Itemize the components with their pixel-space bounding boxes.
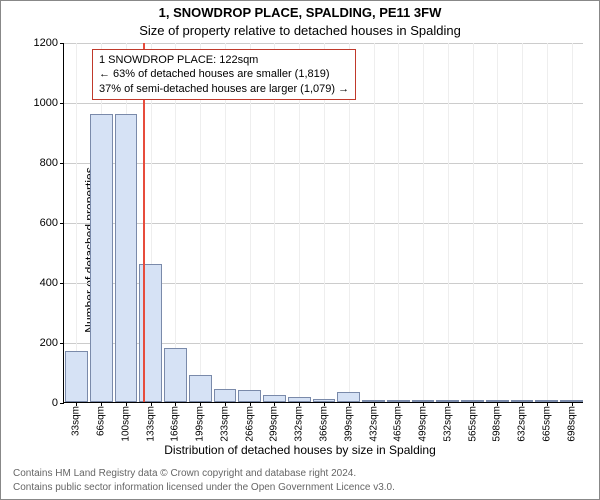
xtick-label: 166sqm xyxy=(170,402,181,442)
xtick-label: 33sqm xyxy=(71,402,82,436)
ytick-label: 1200 xyxy=(34,37,64,49)
property-callout: 1 SNOWDROP PLACE: 122sqm← 63% of detache… xyxy=(92,49,356,100)
ytick-label: 0 xyxy=(52,397,64,409)
ytick-label: 800 xyxy=(40,157,64,169)
xtick-label: 133sqm xyxy=(145,402,156,442)
gridline-v xyxy=(522,43,523,402)
histogram-bar xyxy=(90,114,113,402)
xtick-label: 432sqm xyxy=(368,402,379,442)
xtick-label: 565sqm xyxy=(467,402,478,442)
histogram-bar xyxy=(164,348,187,402)
xtick-label: 66sqm xyxy=(96,402,107,436)
histogram-bar xyxy=(238,390,261,402)
chart-title-line1: 1, SNOWDROP PLACE, SPALDING, PE11 3FW xyxy=(1,5,599,20)
gridline-v xyxy=(76,43,77,402)
xtick-label: 332sqm xyxy=(294,402,305,442)
gridline-v xyxy=(374,43,375,402)
gridline-v xyxy=(423,43,424,402)
callout-line: 1 SNOWDROP PLACE: 122sqm xyxy=(99,53,349,67)
xtick-label: 299sqm xyxy=(269,402,280,442)
histogram-bar xyxy=(337,392,360,402)
gridline-v xyxy=(497,43,498,402)
xtick-label: 100sqm xyxy=(120,402,131,442)
callout-line: ← 63% of detached houses are smaller (1,… xyxy=(99,67,349,81)
xtick-label: 199sqm xyxy=(195,402,206,442)
footer-line1: Contains HM Land Registry data © Crown c… xyxy=(13,468,356,479)
xtick-label: 598sqm xyxy=(492,402,503,442)
histogram-bar xyxy=(214,389,237,403)
xtick-label: 266sqm xyxy=(244,402,255,442)
xtick-label: 233sqm xyxy=(219,402,230,442)
histogram-bar xyxy=(65,351,88,402)
gridline-v xyxy=(547,43,548,402)
gridline-v xyxy=(448,43,449,402)
xtick-label: 665sqm xyxy=(541,402,552,442)
ytick-label: 600 xyxy=(40,217,64,229)
xtick-label: 532sqm xyxy=(442,402,453,442)
chart-title-line2: Size of property relative to detached ho… xyxy=(1,23,599,38)
footer-line2: Contains public sector information licen… xyxy=(13,482,395,493)
callout-line: 37% of semi-detached houses are larger (… xyxy=(99,82,349,96)
ytick-label: 1000 xyxy=(34,97,64,109)
xtick-label: 366sqm xyxy=(319,402,330,442)
gridline-v xyxy=(398,43,399,402)
histogram-bar xyxy=(263,395,286,402)
xtick-label: 698sqm xyxy=(566,402,577,442)
xtick-label: 465sqm xyxy=(393,402,404,442)
ytick-label: 200 xyxy=(40,337,64,349)
x-axis-label: Distribution of detached houses by size … xyxy=(1,443,599,457)
gridline-v xyxy=(572,43,573,402)
histogram-bar xyxy=(115,114,138,402)
xtick-label: 632sqm xyxy=(517,402,528,442)
ytick-label: 400 xyxy=(40,277,64,289)
plot-area: 02004006008001000120033sqm66sqm100sqm133… xyxy=(63,43,583,403)
histogram-bar xyxy=(189,375,212,402)
chart-container: { "header": { "title_line1": "1, SNOWDRO… xyxy=(0,0,600,500)
gridline-v xyxy=(473,43,474,402)
xtick-label: 399sqm xyxy=(343,402,354,442)
xtick-label: 499sqm xyxy=(418,402,429,442)
